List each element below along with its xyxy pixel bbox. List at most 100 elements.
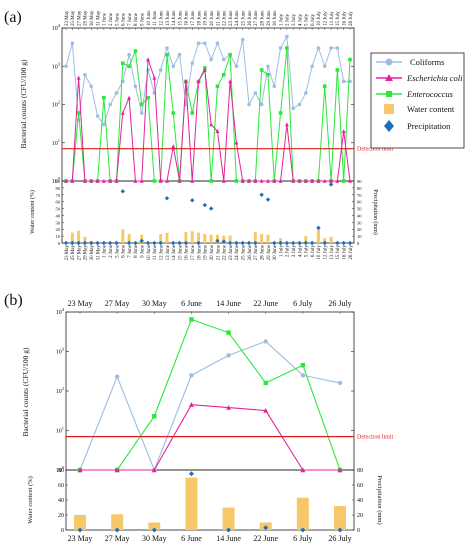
point-coliforms	[263, 339, 268, 344]
point-enterococcus	[152, 179, 157, 183]
panel-a-bottom-tick-labels: 23 May 25 May 27 May 29 May 30 May 31 May 1 Ju…	[65, 244, 354, 260]
x-tick-label-bottom: 27 May	[105, 534, 130, 543]
legend-label-precip: Precipitation	[407, 121, 451, 131]
x-tick-label-top: 27 June	[254, 10, 259, 26]
x-tick-label-bottom: 18 June	[197, 244, 202, 260]
precipitation-marker	[347, 240, 353, 246]
precip-tick-label: 40	[357, 213, 362, 218]
precipitation-marker	[82, 240, 88, 246]
panel-b-sub-plot-frame	[65, 469, 355, 531]
water-content-bar	[329, 236, 333, 243]
x-tick-label-top: 23 May	[65, 10, 70, 26]
point-ecoli	[215, 129, 220, 134]
x-tick-label-top: 26 July	[328, 299, 351, 308]
point-coliforms	[177, 52, 182, 57]
water-content-bar	[323, 238, 327, 243]
point-ecoli	[209, 122, 214, 127]
x-tick-label-bottom: 23 May	[68, 534, 93, 543]
precipitation-marker	[263, 525, 269, 531]
x-tick-label-top: 15 July	[336, 11, 341, 26]
legend-entry-coliforms: Coliforms	[376, 57, 444, 67]
x-tick-label-top: 10 July	[317, 11, 322, 26]
point-enterococcus	[189, 317, 194, 322]
precipitation-marker	[114, 527, 120, 533]
point-enterococcus	[152, 414, 157, 419]
x-tick-label-top: 27 May	[77, 10, 82, 26]
precipitation-marker	[303, 240, 309, 246]
point-enterococcus	[278, 111, 283, 115]
point-enterococcus	[190, 111, 195, 115]
x-tick-label-top: 10 June	[147, 10, 152, 26]
point-coliforms	[253, 91, 258, 95]
y-tick-label: 102	[52, 100, 60, 109]
water-content-bar	[266, 234, 270, 243]
precipitation-marker	[77, 527, 83, 533]
x-tick-label-top: 26 July	[349, 11, 354, 26]
x-tick-label-top: 23 May	[68, 299, 93, 308]
point-coliforms	[266, 64, 270, 69]
point-ecoli	[139, 178, 144, 183]
legend-marker-precip	[384, 120, 394, 132]
x-tick-label-bottom: 13 July	[330, 245, 335, 260]
point-enterococcus	[234, 179, 239, 183]
y-tick-label: 100	[56, 465, 65, 474]
x-tick-label-bottom: 26 June	[248, 244, 253, 260]
x-tick-label-top: 16 July	[342, 11, 347, 26]
precipitation-marker	[278, 240, 283, 246]
panel-a-y2label: Water content (%)	[29, 190, 36, 234]
precip-tick-label: 70	[357, 193, 362, 198]
precipitation-marker	[145, 240, 151, 246]
point-ecoli	[114, 178, 119, 183]
point-coliforms	[285, 34, 289, 39]
x-tick-label-top: 12 June	[159, 10, 164, 26]
point-coliforms	[297, 102, 302, 107]
point-ecoli	[322, 178, 327, 183]
point-enterococcus	[285, 46, 289, 50]
point-coliforms	[184, 102, 188, 107]
x-tick-label-bottom: 4 July	[298, 245, 303, 258]
legend-entry-ecoli: Escherichia coli	[376, 73, 463, 83]
point-ecoli	[151, 467, 157, 473]
point-enterococcus	[348, 57, 352, 62]
point-ecoli	[120, 110, 125, 115]
water-content-bar	[222, 235, 226, 243]
panel-a-precip-markers	[63, 182, 353, 246]
point-ecoli	[189, 402, 194, 407]
x-tick-label-bottom: 30 May	[142, 534, 167, 543]
y-tick-label: 103	[56, 347, 65, 356]
precipitation-marker	[183, 240, 189, 246]
x-tick-label-top: 11 June	[153, 10, 158, 26]
point-coliforms	[316, 46, 321, 50]
y-tick-label: 100	[52, 176, 61, 185]
water-content-bar	[121, 229, 125, 243]
legend-box	[370, 52, 465, 149]
panel-b-precip-axis: 0 20 40 60 80	[352, 468, 363, 534]
point-ecoli	[316, 178, 321, 183]
point-ecoli	[196, 79, 201, 84]
x-tick-label-bottom: 6 July	[311, 245, 316, 258]
x-tick-label-top: 18 June	[197, 10, 202, 26]
point-enterococcus	[263, 380, 268, 386]
water-content-bar	[209, 234, 213, 243]
point-ecoli	[89, 178, 94, 183]
precip-tick-label: 80	[357, 186, 362, 191]
point-enterococcus	[209, 179, 213, 183]
x-tick-label-top: 5 July	[305, 13, 310, 26]
precip-tick-label: 50	[357, 207, 362, 212]
point-enterococcus	[228, 52, 232, 57]
point-ecoli	[77, 467, 83, 473]
precipitation-marker	[152, 240, 157, 246]
point-ecoli	[278, 178, 283, 183]
x-tick-label-bottom: 10 June	[147, 244, 152, 260]
point-coliforms	[114, 91, 119, 95]
precipitation-marker	[234, 240, 239, 246]
x-tick-label-top: 13 June	[166, 10, 171, 26]
water-content-bar	[316, 229, 320, 243]
x-tick-label-top: 30 June	[273, 10, 278, 26]
x-tick-label-bottom: 19 June	[204, 244, 209, 260]
x-tick-label-bottom: 2 June	[109, 244, 114, 258]
precipitation-marker	[107, 240, 113, 246]
precipitation-marker	[337, 527, 343, 533]
x-tick-label-top: 27 May	[105, 299, 130, 308]
precipitation-marker	[120, 189, 125, 194]
